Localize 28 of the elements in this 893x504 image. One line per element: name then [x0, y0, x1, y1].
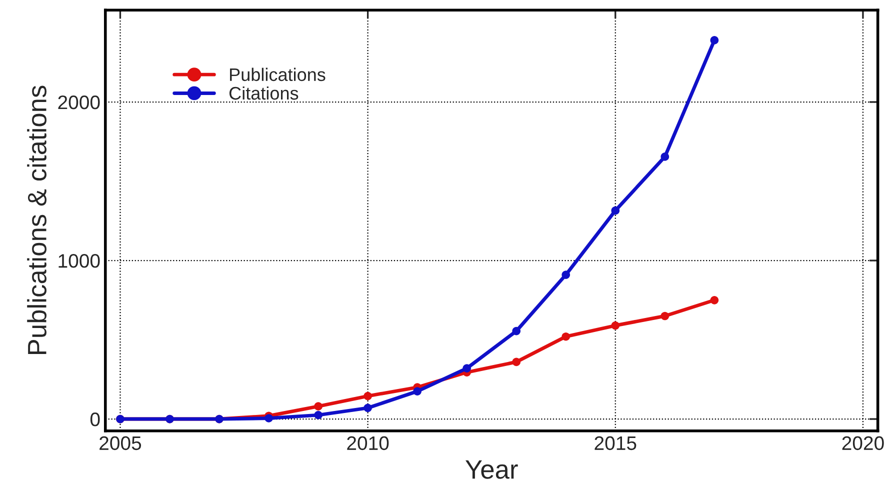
- point: [611, 321, 620, 330]
- x-axis-title: Year: [466, 460, 518, 479]
- y-tick-label: 2000: [58, 95, 100, 110]
- point: [710, 296, 719, 304]
- y-tick-label: 0: [90, 412, 100, 426]
- point: [512, 326, 521, 336]
- point: [710, 36, 719, 44]
- x-tick-label: 2020: [842, 436, 884, 450]
- point: [314, 402, 322, 411]
- point: [562, 332, 570, 341]
- y-axis-title: Publications & citations: [27, 86, 46, 354]
- legend-label: Citations: [229, 86, 298, 100]
- legend-label: Publications: [230, 68, 326, 82]
- point: [364, 392, 372, 400]
- x-tick-label: 2015: [594, 436, 636, 450]
- y-tick-label: 1000: [58, 254, 100, 268]
- x-tick-label: 2010: [347, 436, 389, 450]
- x-tick-label: 2005: [100, 436, 142, 450]
- point: [462, 364, 472, 372]
- point: [364, 404, 372, 412]
- point: [264, 414, 273, 422]
- point: [413, 387, 422, 396]
- point: [314, 410, 322, 420]
- point: [512, 358, 521, 366]
- point: [562, 270, 570, 279]
- point: [611, 206, 620, 215]
- point: [660, 152, 670, 161]
- point: [660, 312, 670, 320]
